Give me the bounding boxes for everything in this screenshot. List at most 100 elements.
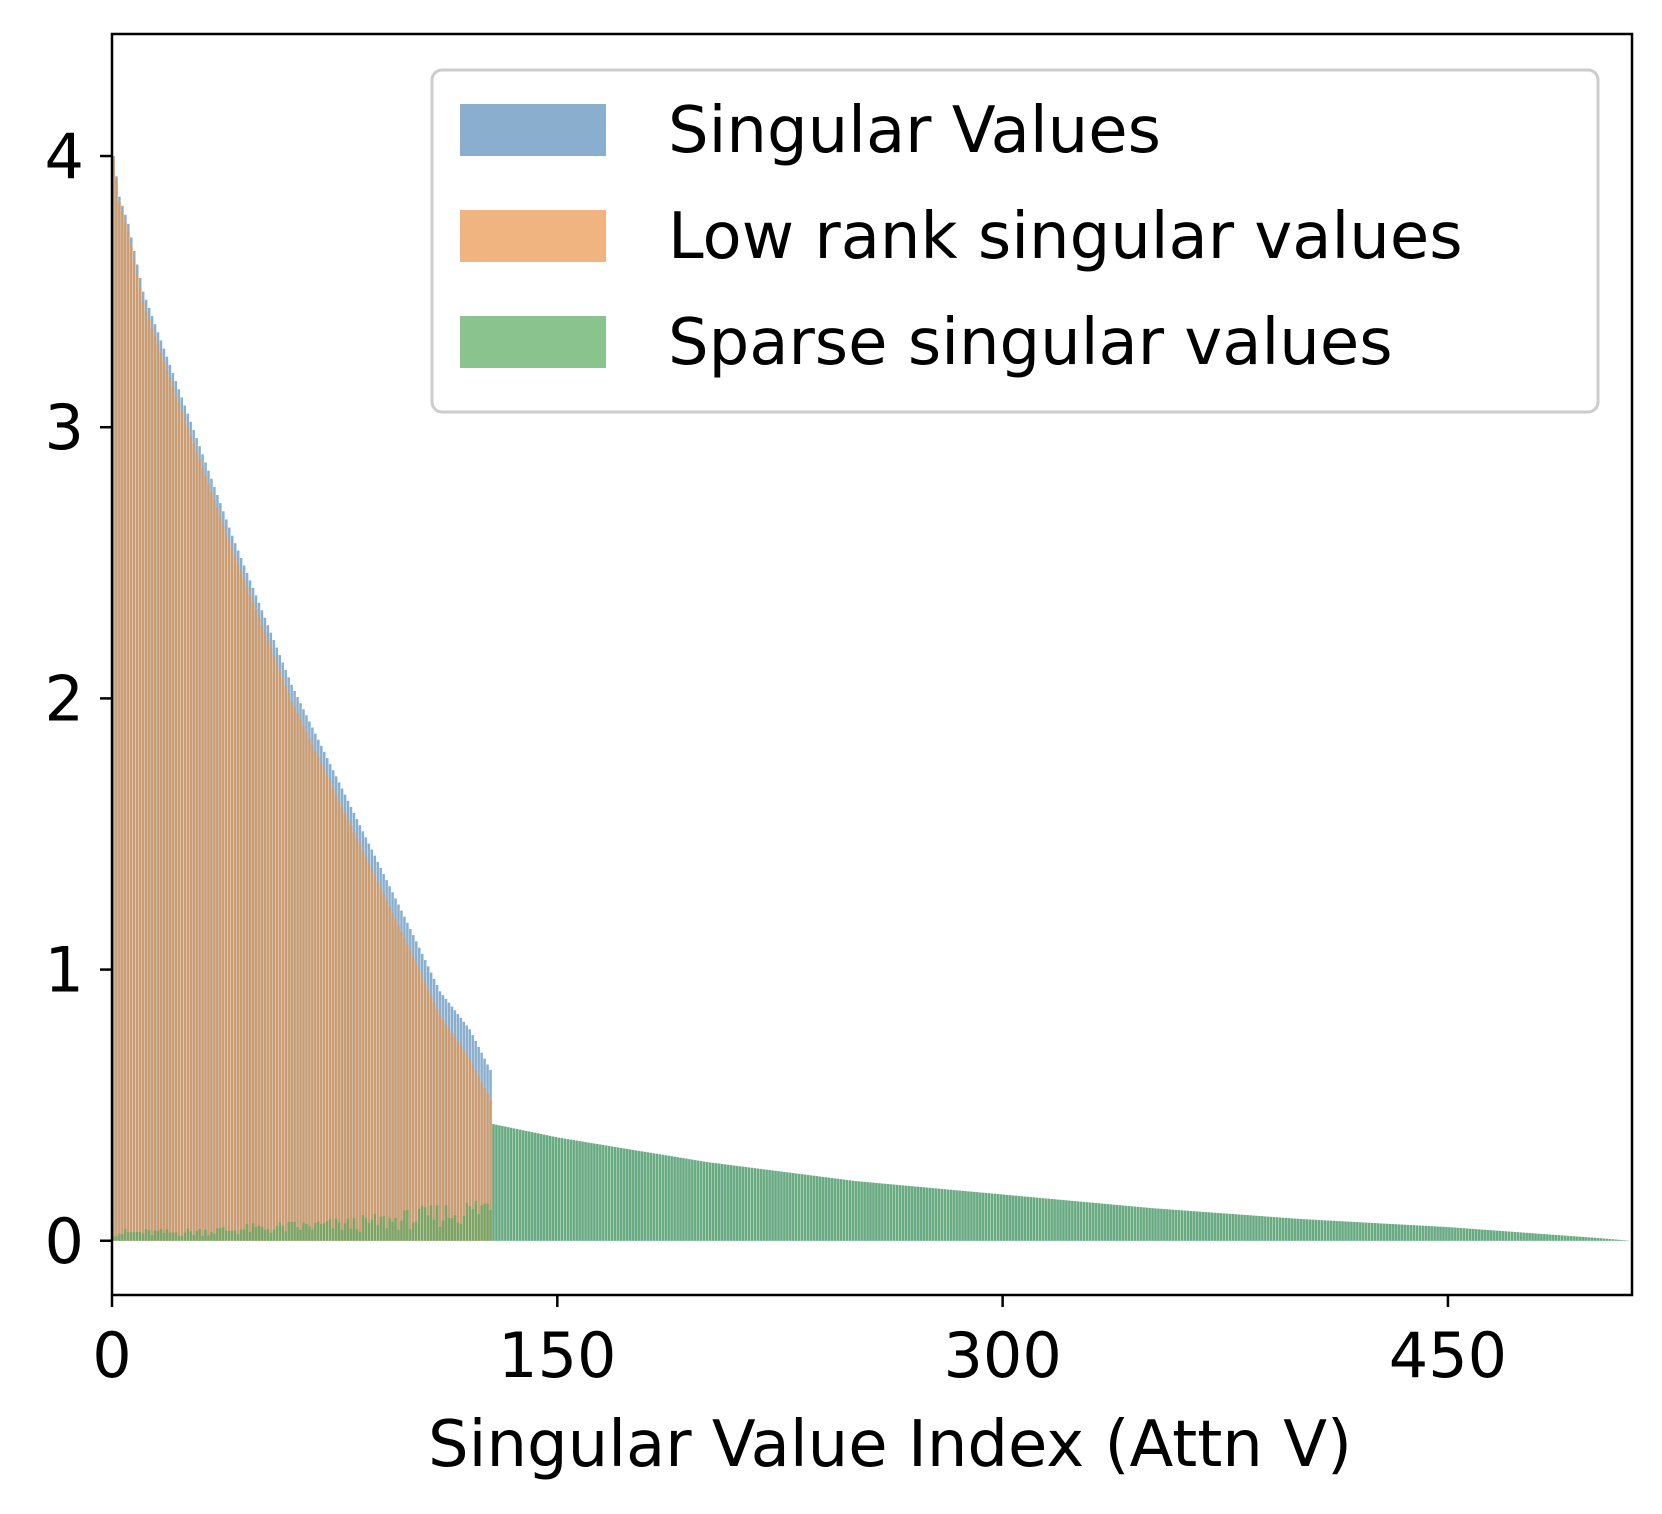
bar <box>631 1149 635 1241</box>
bar <box>910 1186 914 1241</box>
bar <box>400 1220 403 1241</box>
bar <box>572 1140 575 1241</box>
bar <box>1124 1205 1128 1241</box>
bar <box>1519 1232 1522 1241</box>
bar <box>895 1184 899 1241</box>
bar <box>1531 1233 1534 1241</box>
bar <box>907 1185 911 1241</box>
bar <box>1056 1199 1059 1241</box>
bar <box>1059 1199 1062 1241</box>
bar <box>1097 1203 1101 1241</box>
bar <box>759 1168 762 1241</box>
bar <box>1020 1196 1024 1241</box>
bar <box>127 231 130 1241</box>
bar <box>391 1221 394 1241</box>
bar <box>397 925 400 1241</box>
bar <box>575 1140 578 1241</box>
bar <box>438 1226 442 1241</box>
bar <box>1599 1238 1603 1241</box>
bar <box>328 782 332 1241</box>
bar <box>1320 1220 1324 1241</box>
bar <box>379 888 382 1241</box>
bar <box>121 212 124 1241</box>
bar <box>435 1205 439 1241</box>
bar <box>1397 1224 1401 1241</box>
bar <box>1436 1226 1439 1241</box>
bar <box>305 1223 308 1241</box>
bar <box>352 832 356 1241</box>
bar <box>147 1230 151 1241</box>
bar <box>287 1221 290 1241</box>
bar <box>263 632 267 1241</box>
bar <box>652 1153 656 1241</box>
bar <box>946 1189 949 1241</box>
bar <box>1041 1198 1044 1241</box>
legend-swatch <box>460 104 606 156</box>
bar <box>406 944 409 1241</box>
bar <box>1255 1215 1258 1241</box>
bar <box>444 1205 448 1241</box>
bar <box>112 1236 115 1241</box>
bar <box>314 1222 317 1241</box>
bar <box>156 344 160 1241</box>
bar <box>219 516 222 1241</box>
bar <box>691 1159 694 1241</box>
bar <box>1047 1198 1050 1241</box>
bar <box>551 1136 555 1241</box>
bar <box>340 1229 344 1241</box>
bar <box>1314 1219 1318 1241</box>
bar <box>504 1126 507 1241</box>
bar <box>1359 1222 1362 1241</box>
bar <box>569 1139 572 1241</box>
bar <box>159 352 163 1241</box>
bar <box>780 1171 783 1241</box>
bar <box>210 492 213 1241</box>
bar <box>667 1155 670 1241</box>
bar <box>1225 1213 1229 1241</box>
bar <box>1106 1204 1110 1241</box>
bar <box>328 1219 332 1241</box>
bar <box>1424 1225 1427 1241</box>
bar <box>1151 1208 1154 1241</box>
bar <box>798 1173 801 1241</box>
bar <box>1418 1225 1421 1241</box>
bar <box>444 1024 448 1241</box>
bar <box>118 1233 121 1241</box>
bar <box>584 1142 587 1241</box>
bar <box>1157 1208 1160 1241</box>
bar <box>1454 1227 1457 1241</box>
bar <box>278 670 281 1241</box>
bar <box>1163 1209 1166 1241</box>
x-tick-label: 450 <box>1389 1319 1507 1392</box>
bar <box>1005 1194 1009 1241</box>
bar <box>388 906 391 1241</box>
bar <box>824 1177 828 1241</box>
bar <box>1094 1203 1098 1241</box>
bar <box>1192 1211 1196 1241</box>
bar <box>1546 1234 1549 1241</box>
x-axis-label: Singular Value Index (Attn V) <box>428 1408 1352 1482</box>
bar <box>590 1143 593 1241</box>
bar <box>1198 1211 1202 1241</box>
bar <box>290 1221 293 1241</box>
bar <box>1270 1216 1273 1241</box>
bar <box>750 1167 754 1241</box>
bar <box>150 1235 154 1241</box>
bar <box>1074 1201 1077 1241</box>
legend-box <box>430 68 1600 414</box>
bar <box>1608 1239 1611 1241</box>
bar <box>311 1229 314 1241</box>
bar <box>495 1124 498 1241</box>
bar <box>453 1037 457 1241</box>
bar <box>1590 1237 1594 1241</box>
bar <box>1448 1227 1451 1241</box>
legend-label: Singular Values <box>668 94 1161 168</box>
bar <box>269 1232 273 1241</box>
bar <box>355 1229 359 1241</box>
bar <box>168 1232 172 1241</box>
bar <box>459 1046 463 1241</box>
bar <box>130 1232 133 1241</box>
bar <box>723 1164 727 1241</box>
bar <box>130 246 133 1241</box>
